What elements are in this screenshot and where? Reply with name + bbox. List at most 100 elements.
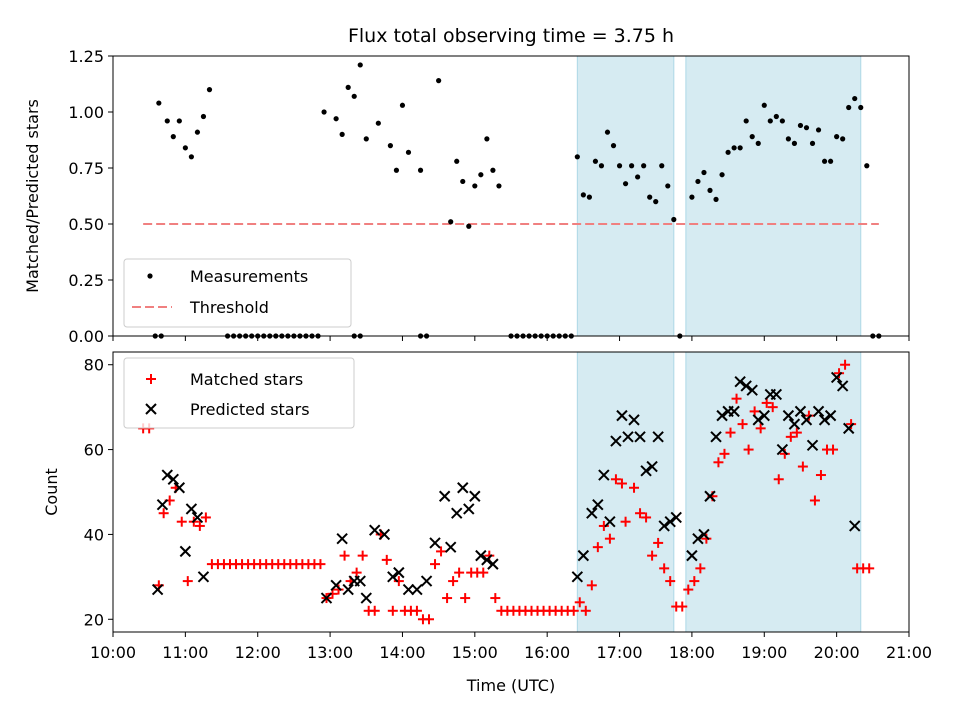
legend-marker-measurements <box>147 273 153 279</box>
predicted-star-point <box>836 380 849 392</box>
predicted-star-point <box>800 414 813 426</box>
matched-star-point <box>387 605 398 616</box>
predicted-star-point <box>475 549 487 562</box>
x-tick-label: 18:00 <box>669 643 715 662</box>
matched-star-point <box>834 368 845 379</box>
measurement-point <box>671 216 677 223</box>
predicted-star-point <box>330 579 342 592</box>
matched-star-point <box>176 516 187 527</box>
measurement-point <box>653 199 659 205</box>
predicted-star-point <box>167 473 180 485</box>
matched-star-point <box>478 567 489 578</box>
measurement-point <box>478 172 484 178</box>
predicted-star-point <box>402 583 415 596</box>
bottom-highlight-bands <box>576 351 862 633</box>
matched-star-point <box>767 402 778 413</box>
measurement-point <box>454 158 460 164</box>
matched-star-point <box>815 470 826 481</box>
x-axis-label: Time (UTC) <box>466 676 555 695</box>
measurement-point <box>840 136 846 142</box>
predicted-star-point <box>393 566 405 579</box>
matched-star-point <box>315 559 326 570</box>
matched-star-point <box>158 508 169 519</box>
bottom-legend-box <box>123 357 355 429</box>
matched-star-point <box>846 419 857 430</box>
measurement-point <box>472 183 478 189</box>
matched-star-point <box>616 478 627 489</box>
predicted-star-point <box>387 571 399 583</box>
matched-star-point <box>689 576 700 587</box>
bottom-axes-frame <box>112 351 910 633</box>
predicted-star-point <box>360 592 372 604</box>
measurement-point <box>622 181 629 187</box>
predicted-star-point <box>156 499 169 511</box>
measurement-point <box>749 134 755 140</box>
chart-title: Flux total observing time = 3.75 h <box>348 25 674 47</box>
matched-star-point <box>357 550 368 561</box>
predicted-star-point <box>179 545 192 558</box>
measurement-point <box>834 134 840 140</box>
predicted-star-point <box>830 371 843 384</box>
predicted-star-point <box>451 507 463 519</box>
predicted-star-point <box>734 375 746 388</box>
predicted-star-point <box>586 507 598 519</box>
x-tick-label: 17:00 <box>596 643 642 662</box>
matched-star-point <box>411 605 422 616</box>
highlight-band-2 <box>685 55 862 337</box>
measurement-point <box>828 158 834 164</box>
predicted-star-point <box>686 549 698 562</box>
measurement-point <box>156 100 162 106</box>
predicted-star-point <box>592 499 604 511</box>
matched-star-point <box>629 482 640 493</box>
matched-star-point <box>580 605 591 616</box>
measurement-point <box>647 194 653 200</box>
predicted-star-point <box>670 511 682 524</box>
predicted-star-point <box>173 482 186 494</box>
matched-star-point <box>828 444 839 455</box>
matched-star-point <box>490 593 501 604</box>
highlight-band-1 <box>576 55 675 337</box>
predicted-star-point <box>378 528 391 541</box>
bottom-x-axis: 10:00 11:00 12:00 13:00 14:00 15:00 16:00 17:00… <box>90 336 932 662</box>
measurement-point <box>363 136 369 142</box>
matched-star-point <box>194 520 205 531</box>
legend-label-predicted-stars: Predicted stars <box>190 400 310 419</box>
predicted-star-point <box>746 384 758 396</box>
predicted-star-point <box>616 409 628 422</box>
matched-star-point <box>809 495 820 506</box>
measurement-point <box>665 183 671 189</box>
matched-star-point <box>761 397 772 408</box>
predicted-star-point <box>664 515 676 528</box>
matched-star-point <box>454 567 465 578</box>
measurement-point <box>659 163 665 169</box>
predicted-star-point <box>788 418 801 430</box>
measurement-point <box>791 140 798 146</box>
predicted-star-point <box>770 388 783 401</box>
matched-star-point <box>448 576 459 587</box>
matched-star-point <box>351 567 362 578</box>
top-series-layer <box>143 62 882 339</box>
x-tick-label: 13:00 <box>307 643 353 662</box>
predicted-star-point <box>610 435 622 447</box>
measurement-point <box>405 149 412 155</box>
measurement-point <box>206 87 213 93</box>
matched-star-point <box>791 427 802 438</box>
predicted-star-point <box>420 575 433 587</box>
measurement-point <box>858 104 864 111</box>
matched-star-point <box>393 576 404 587</box>
bottom-y-tick-label: 80 <box>84 356 104 375</box>
matched-star-point <box>610 474 621 485</box>
predicted-star-point <box>571 571 584 583</box>
matched-star-point <box>604 533 615 544</box>
top-y-axis: 0.00 0.25 0.50 0.75 1.00 1.25 <box>68 47 113 346</box>
predicted-star-point <box>628 414 640 426</box>
measurement-point <box>586 194 592 200</box>
measurement-point <box>815 127 822 133</box>
matched-star-point <box>592 542 603 553</box>
top-y-tick-label: 0.00 <box>68 327 104 346</box>
predicted-star-point <box>354 575 366 587</box>
matched-star-point <box>635 508 646 519</box>
top-y-tick-label: 0.25 <box>68 271 104 290</box>
matched-star-point <box>327 588 338 599</box>
